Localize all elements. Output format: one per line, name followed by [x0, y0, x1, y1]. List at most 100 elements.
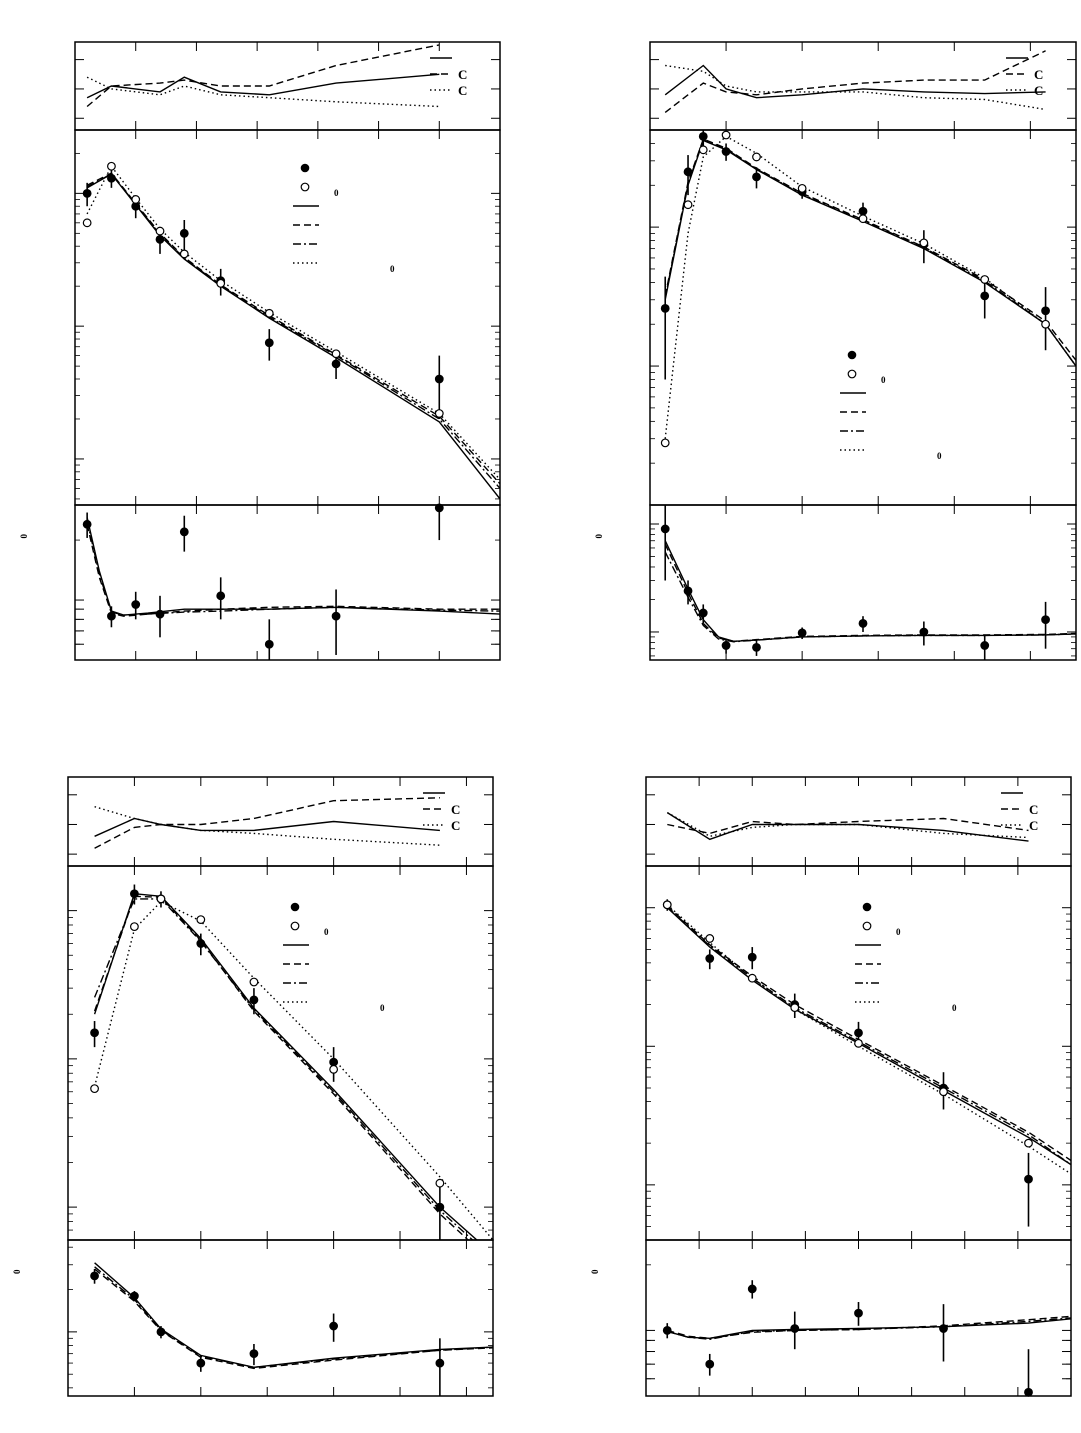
chart-2-bottom-point-ratio: [797, 628, 807, 638]
chart-1-middle-series-dotted: [86, 164, 500, 480]
chart-3-middle-point-z0: [329, 1064, 339, 1074]
chart-4-middle-point-z0: [854, 1038, 863, 1048]
chart-4-middle-point-133gev: [1024, 1174, 1033, 1184]
chart-3-top-curves: [94, 797, 440, 849]
chart-1-middle-point-133gev: [331, 359, 341, 369]
chart-3-top-series-dotted: [94, 806, 440, 846]
chart-1-bottom-point-ratio: [107, 611, 116, 621]
chart-4-top-series-dotted: [666, 811, 1029, 839]
chart-1-legend-marker-133gev: [300, 163, 310, 173]
chart-1-top-legend-label: C: [458, 67, 467, 82]
chart-2-middle-point-133gev: [683, 167, 693, 177]
chart-1-bottom-series-dashdot: [86, 520, 500, 616]
chart-3-middle-panel: [67, 865, 494, 1241]
chart-3-middle-point-133gev: [249, 995, 259, 1005]
chart-3-bottom-point-ratio: [90, 1271, 99, 1281]
chart-3: 0 CC 0 0: [12, 776, 494, 1397]
chart-4-bottom-series-dashdot: [667, 1317, 1071, 1341]
chart-2-middle-point-z0: [683, 200, 693, 210]
chart-2-middle-frame: [649, 129, 1077, 506]
chart-3-legend-subscript: 0: [324, 927, 329, 937]
chart-2-middle-point-133gev: [698, 131, 708, 141]
chart-3-middle-series-dotted: [93, 900, 493, 1240]
chart-4-middle-point-z0: [939, 1087, 948, 1097]
chart-1-top-series-solid: [86, 73, 440, 99]
chart-4-middle-series-dotted: [666, 904, 1071, 1175]
chart-2-bottom-series-solid: [664, 540, 1076, 643]
chart-2-top-series-solid: [664, 64, 1046, 99]
chart-1-bottom-point-ratio: [82, 519, 92, 529]
chart-1-middle-curves: [86, 164, 500, 500]
chart-3-bottom-point-ratio: [435, 1358, 445, 1368]
chart-2-bottom-point-ratio: [858, 619, 868, 628]
chart-4-middle-point-z0: [705, 934, 715, 943]
chart-3-middle-point-z0: [435, 1178, 445, 1188]
chart-1-bottom-point-ratio: [331, 611, 341, 621]
chart-1-legend-marker-z0: [300, 182, 310, 192]
chart-2-middle-point-133gev: [980, 291, 990, 301]
chart-2-bottom-point-ratio: [660, 524, 670, 534]
chart-1-middle-point-133gev: [107, 173, 116, 183]
chart-3-bottom-panel: 0: [12, 1239, 494, 1397]
chart-1-middle-point-z0: [131, 195, 141, 204]
chart-4-middle-point-133gev: [747, 952, 757, 962]
chart-3-bottom-point-ratio: [249, 1349, 259, 1359]
chart-1-legend-subscript: 0: [390, 264, 395, 274]
chart-4-top-legend-label: C: [1029, 818, 1038, 833]
chart-2-middle-point-z0: [1041, 319, 1050, 329]
chart-3-middle-point-z0: [196, 915, 206, 924]
chart-2-middle-series-dashed: [664, 138, 1076, 361]
chart-4: 0 CC 0 0: [590, 776, 1072, 1397]
chart-4-top-panel: [645, 776, 1072, 867]
chart-4-middle-frame: [645, 865, 1072, 1241]
chart-3-legend-marker-z0: [290, 921, 300, 931]
chart-4-middle-point-133gev: [705, 954, 715, 963]
chart-3-middle-curves: [93, 892, 493, 1240]
chart-2: 0 CC 0 0: [594, 41, 1077, 661]
chart-1-middle-point-133gev: [434, 374, 444, 384]
chart-1-middle-panel: [74, 129, 501, 506]
chart-3-middle-point-z0: [130, 922, 139, 932]
chart-4-bottom-point-ratio: [705, 1359, 715, 1369]
chart-4-top-series-dashed: [667, 817, 1029, 835]
chart-4-legend-marker-z0: [862, 921, 872, 931]
chart-3-middle-point-133gev: [329, 1057, 339, 1067]
chart-2-bottom-point-ratio: [980, 641, 990, 650]
chart-2-bottom-point-ratio: [721, 641, 731, 650]
chart-3-bottom-point-ratio: [329, 1321, 339, 1331]
chart-2-middle-series-dashdot: [664, 138, 1076, 367]
chart-3-middle-point-133gev: [130, 889, 139, 899]
chart-4-middle-curves: [666, 904, 1071, 1175]
chart-3-middle-point-133gev: [90, 1028, 99, 1038]
chart-4-bottom-point-ratio: [662, 1326, 672, 1335]
chart-3-top-legend-label: C: [451, 802, 460, 817]
chart-3-middle-frame: [67, 865, 494, 1241]
chart-1-legend-subscript: 0: [334, 188, 339, 198]
chart-1-top-legend-label: C: [458, 83, 467, 98]
chart-1-top-panel: [74, 41, 501, 131]
chart-1-top-series-dotted: [86, 76, 440, 108]
chart-2-bottom-point-ratio: [698, 608, 708, 618]
chart-2-middle-point-z0: [919, 238, 929, 248]
chart-1-bottom-point-ratio: [131, 600, 141, 609]
chart-2-middle-series-solid: [664, 139, 1076, 367]
chart-1-middle-point-z0: [155, 226, 165, 236]
chart-4-bottom-curves: [667, 1315, 1071, 1341]
chart-2-top-legend-label: C: [1034, 67, 1043, 82]
chart-3-bottom-curves: [94, 1262, 493, 1370]
chart-3-bottom-series-solid: [94, 1262, 493, 1369]
chart-1-middle-point-z0: [82, 218, 92, 228]
chart-2-bottom-point-ratio: [683, 586, 693, 596]
chart-2-top-legend-label: C: [1034, 83, 1043, 98]
chart-2-middle-point-z0: [752, 152, 761, 162]
chart-1-middle-point-z0: [179, 249, 189, 259]
chart-4-middle-series-dashdot: [666, 906, 1071, 1166]
chart-2-middle-point-z0: [797, 183, 807, 193]
chart-3-middle-point-z0: [90, 1084, 99, 1094]
chart-2-bottom-series-dashdot: [664, 551, 1076, 643]
chart-3-bottom-point-ratio: [156, 1327, 166, 1337]
chart-4-legend-subscript: 0: [952, 1003, 957, 1013]
chart-3-top-series-dashed: [94, 797, 440, 849]
chart-4-middle-series-solid: [666, 907, 1071, 1166]
chart-2-legend-subscript: 0: [881, 375, 886, 385]
